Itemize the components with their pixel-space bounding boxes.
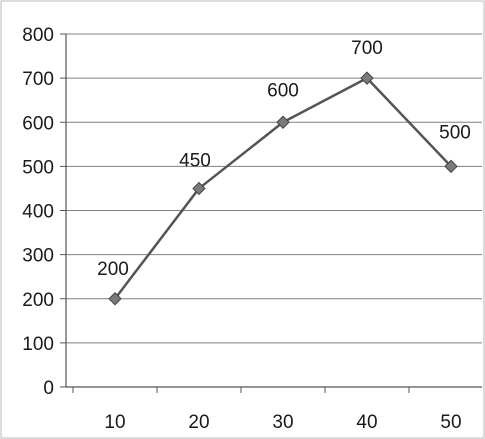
x-tick-label: 40 (356, 412, 377, 433)
y-tick-labels: 0 100 200 300 400 500 600 700 800 (22, 25, 54, 399)
data-label: 700 (351, 38, 383, 59)
data-label: 450 (179, 150, 211, 171)
y-tick-label: 0 (43, 378, 54, 399)
y-tick-label: 600 (22, 113, 54, 134)
y-tick-label: 300 (22, 246, 54, 267)
x-tick-label: 30 (272, 412, 293, 433)
x-tick-label: 10 (104, 412, 125, 433)
x-tick-label: 20 (188, 412, 209, 433)
data-label: 600 (267, 80, 299, 101)
y-tick-label: 200 (22, 290, 54, 311)
y-tick-label: 500 (22, 157, 54, 178)
data-label: 200 (97, 259, 129, 280)
data-label: 500 (439, 122, 471, 143)
x-tick-label: 50 (440, 412, 461, 433)
y-tick-label: 100 (22, 334, 54, 355)
y-tick-label: 800 (22, 25, 54, 46)
y-tick-label: 400 (22, 202, 54, 223)
y-tick-label: 700 (22, 69, 54, 90)
